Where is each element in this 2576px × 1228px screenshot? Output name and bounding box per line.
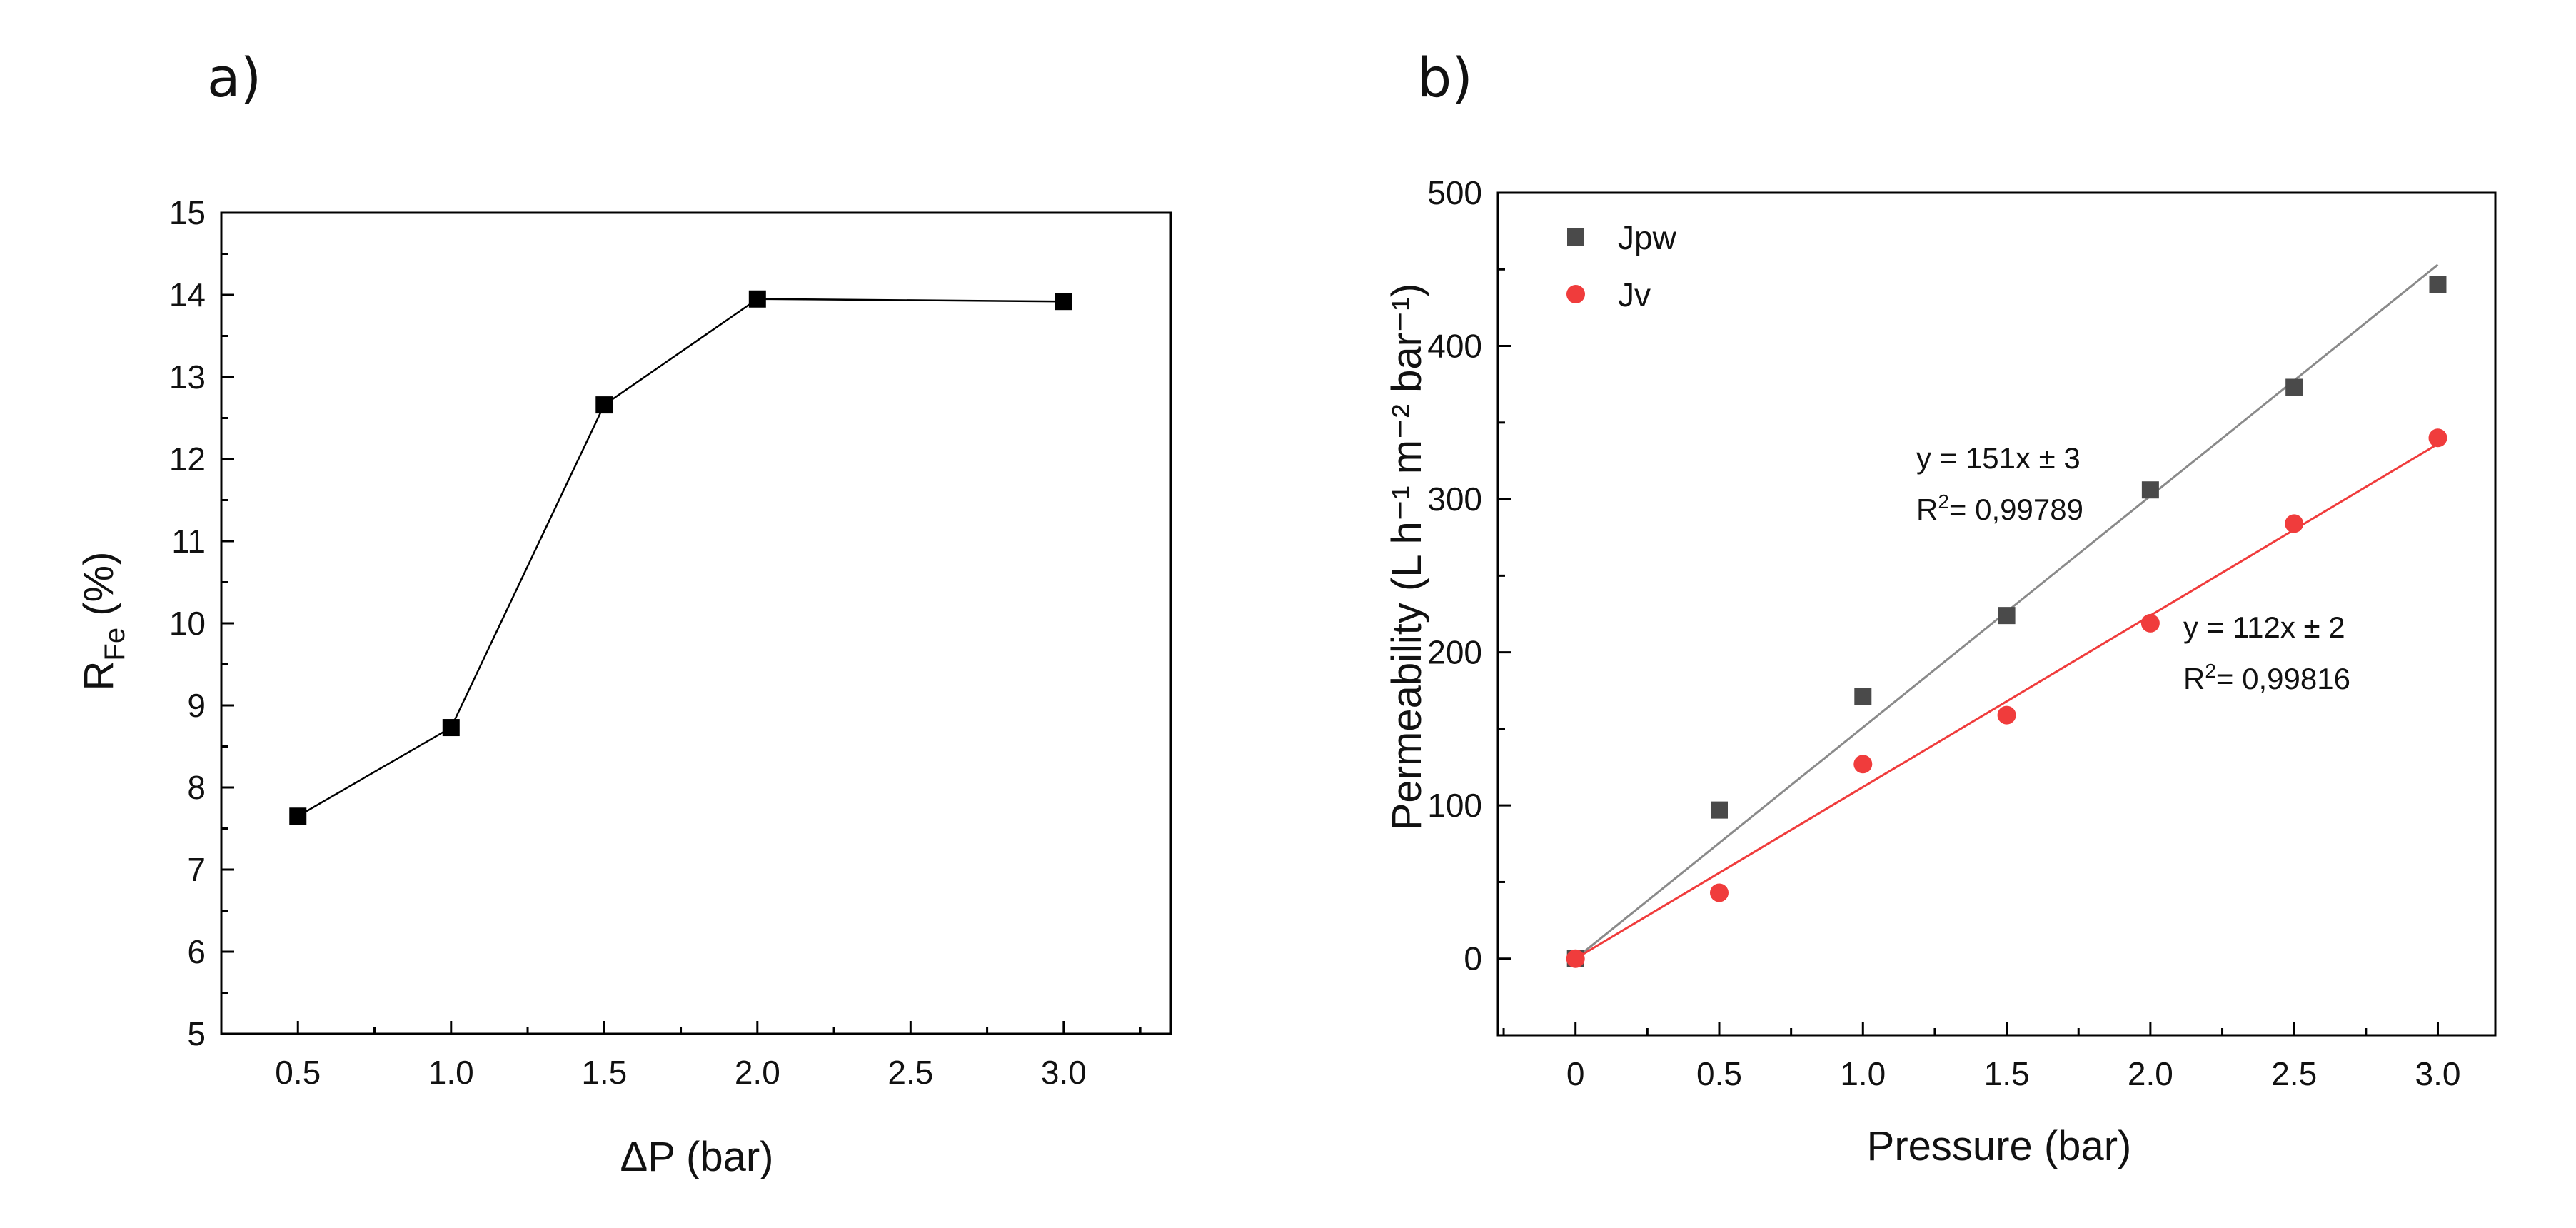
chart-b-x-tick-label: 2.0 — [2128, 1055, 2173, 1092]
fit-r2-value: = 0,99789 — [1949, 493, 2083, 526]
chart-b-x-tick-label: 2.5 — [2271, 1055, 2317, 1092]
chart-b-data-point-jv — [2140, 613, 2160, 633]
fit-r2-value: = 0,99816 — [2216, 662, 2350, 695]
fit-equation-jv: y = 112x ± 2 — [2183, 610, 2345, 644]
panel-label-b: b) — [1417, 46, 1473, 109]
legend-marker-jv — [1566, 285, 1585, 303]
chart-b-x-tick-label: 0 — [1566, 1055, 1585, 1092]
chart-b-x-tick-label: 0.5 — [1696, 1055, 1742, 1092]
chart-a-y-tick-label: 13 — [169, 358, 206, 396]
fit-r2-symbol: R — [1916, 493, 1938, 526]
fit-r2-jpw: R2= 0,99789 — [1916, 490, 2083, 526]
chart-a-plot-frame — [220, 211, 1172, 1035]
chart-b-y-tick-label: 500 — [1427, 174, 1482, 211]
chart-a-x-axis-label: ΔP (bar) — [620, 1134, 774, 1180]
chart-a-y-tick-label: 8 — [187, 769, 206, 806]
chart-a-x-tick-label: 1.0 — [428, 1054, 474, 1091]
chart-a-series-line — [297, 298, 1064, 817]
chart-a-x-tick-label: 3.0 — [1041, 1054, 1087, 1091]
chart-b-data-point-jpw — [2141, 481, 2159, 499]
chart-a-x-tick-label: 1.5 — [581, 1054, 627, 1091]
chart-b-data-point-jv — [1853, 755, 1873, 774]
chart-b-x-tick-label: 1.5 — [1984, 1055, 2030, 1092]
chart-a-data-point — [442, 719, 460, 737]
chart-a-x-tick-label: 2.5 — [887, 1054, 933, 1091]
chart-a-x-tick-label: 0.5 — [275, 1054, 321, 1091]
chart-b-data-point-jpw — [2285, 378, 2303, 396]
chart-b-data-point-jpw — [1998, 607, 2016, 625]
chart-b-y-tick-label: 100 — [1427, 787, 1482, 824]
chart-a-y-tick-label: 10 — [169, 605, 206, 642]
chart-b-x-axis-label: Pressure (bar) — [1867, 1123, 2132, 1169]
chart-b-data-point-jv — [1566, 949, 1585, 968]
chart-a-data-point — [1055, 293, 1072, 311]
chart-b: Pressure (bar) Permeability (L h⁻¹ m⁻² b… — [1384, 174, 2497, 1169]
fit-equation-jpw: y = 151x ± 3 — [1916, 441, 2081, 475]
chart-b-data-point-jpw — [1854, 688, 1872, 705]
chart-b-y-tick-label: 300 — [1427, 480, 1482, 518]
chart-b-y-tick-label: 0 — [1464, 940, 1482, 977]
chart-b-data-point-jv — [1709, 883, 1729, 902]
chart-a-y-axis-label: RFe (%) — [76, 552, 131, 691]
chart-b-data-point-jv — [2428, 428, 2447, 448]
legend-label-jpw: Jpw — [1618, 219, 1677, 256]
chart-a-y-tick-label: 7 — [187, 851, 206, 888]
chart-a-y-label-rest: (%) — [76, 552, 122, 628]
chart-b-y-tick-label: 200 — [1427, 634, 1482, 671]
chart-a-data-point — [289, 807, 307, 825]
chart-a-y-tick-label: 12 — [169, 441, 206, 478]
chart-a-y-label-sub: Fe — [99, 628, 131, 661]
chart-a-y-tick-label: 6 — [187, 933, 206, 970]
chart-a-data-point — [748, 290, 766, 308]
fit-r2-superscript: 2 — [2205, 660, 2216, 682]
chart-b-data-point-jpw — [2429, 276, 2447, 293]
chart-a-y-tick-label: 9 — [187, 687, 206, 724]
chart-a-y-tick-label: 15 — [169, 194, 206, 231]
chart-a-x-tick-label: 2.0 — [735, 1054, 780, 1091]
panel-label-a: a) — [207, 46, 261, 109]
chart-b-data-point-jv — [2285, 514, 2304, 533]
fit-r2-jv: R2= 0,99816 — [2183, 660, 2350, 695]
fit-r2-symbol: R — [2183, 662, 2205, 695]
legend-marker-jpw — [1567, 228, 1584, 246]
chart-a-y-tick-label: 5 — [187, 1015, 206, 1052]
chart-b-x-tick-label: 3.0 — [2415, 1055, 2461, 1092]
chart-b-data-point-jv — [1997, 705, 2016, 725]
chart-b-plot-frame — [1496, 191, 2497, 1037]
chart-a-y-label-main: R — [76, 661, 122, 691]
chart-b-data-point-jpw — [1710, 801, 1728, 819]
fit-r2-superscript: 2 — [1938, 490, 1949, 513]
chart-b-y-tick-label: 400 — [1427, 328, 1482, 365]
chart-b-legend: Jpw Jv — [1566, 219, 1677, 313]
chart-a-y-tick-label: 14 — [169, 276, 206, 313]
chart-a-y-tick-label: 11 — [171, 523, 206, 560]
chart-a: ΔP (bar) RFe (%) 5 6 7 8 9 10 11 12 13 14 15 0.5 1.0… — [76, 194, 1172, 1180]
legend-label-jv: Jv — [1618, 276, 1651, 313]
chart-b-x-tick-label: 1.0 — [1840, 1055, 1886, 1092]
chart-a-data-point — [595, 396, 613, 414]
chart-b-y-axis-label: Permeability (L h⁻¹ m⁻² bar⁻¹) — [1384, 283, 1430, 831]
